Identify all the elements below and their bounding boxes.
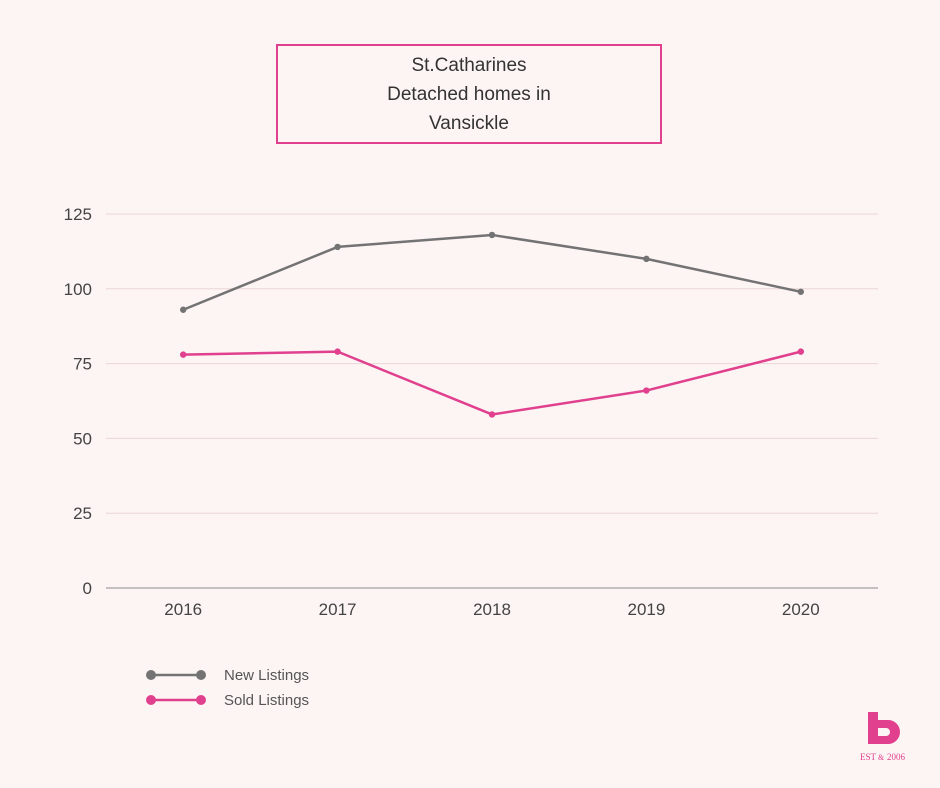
data-point-new-listings-2020 — [797, 288, 804, 295]
data-point-sold-listings-2018 — [488, 411, 496, 418]
chart-title: St.Catharines Detached homes in Vansickl… — [276, 44, 662, 144]
legend-label-new-listings: New Listings — [224, 667, 309, 684]
x-tick-label-2018: 2018 — [473, 600, 511, 619]
data-point-new-listings-2019 — [643, 255, 650, 263]
legend-marker-start-sold-listings — [146, 695, 156, 705]
y-tick-label-0: 0 — [83, 579, 92, 598]
legend-marker-end-sold-listings — [196, 695, 206, 705]
data-point-sold-listings-2017 — [334, 348, 341, 355]
series-line-new-listings — [182, 233, 802, 311]
data-point-new-listings-2017 — [334, 243, 341, 251]
x-tick-label-2019: 2019 — [627, 600, 665, 619]
data-point-sold-listings-2019 — [643, 387, 650, 394]
chart-title-line-2: Detached homes in — [387, 83, 551, 105]
legend-label-sold-listings: Sold Listings — [224, 692, 309, 709]
legend-marker-start-new-listings — [146, 670, 156, 680]
data-point-sold-listings-2016 — [180, 351, 187, 358]
x-tick-label-2017: 2017 — [319, 600, 357, 619]
logo-year-text: 2006 — [887, 752, 906, 762]
y-tick-label-100: 100 — [64, 280, 92, 299]
x-tick-label-2020: 2020 — [782, 600, 820, 619]
chart-title-line-1: St.Catharines — [411, 54, 527, 76]
logo-ampersand-icon: & — [878, 753, 885, 762]
data-point-new-listings-2016 — [180, 306, 187, 313]
x-tick-label-2016: 2016 — [164, 600, 202, 619]
data-point-new-listings-2018 — [488, 231, 496, 239]
y-tick-label-75: 75 — [73, 355, 92, 374]
y-tick-label-25: 25 — [73, 504, 92, 523]
y-tick-label-50: 50 — [73, 429, 92, 448]
data-point-sold-listings-2020 — [797, 348, 804, 355]
series-line-sold-listings — [183, 350, 802, 416]
y-tick-label-125: 125 — [64, 205, 92, 224]
brand-logo-icon: EST & 2006 — [860, 712, 906, 762]
chart-title-line-3: Vansickle — [429, 112, 509, 134]
logo-est-text: EST — [860, 752, 877, 762]
legend-marker-end-new-listings — [196, 670, 206, 680]
